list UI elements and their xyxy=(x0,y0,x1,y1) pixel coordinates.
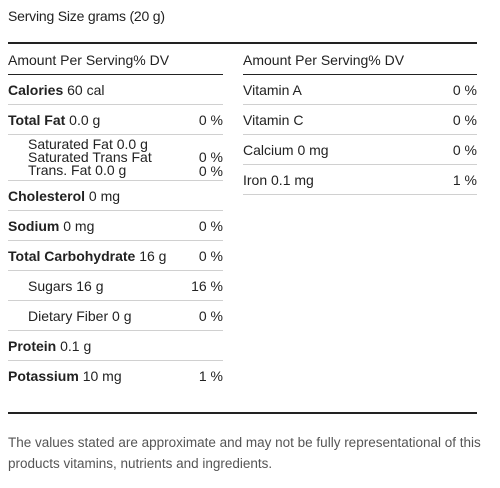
nutrient-name: Dietary Fiber 0 g xyxy=(28,307,132,324)
nutrient-dv: 0 % xyxy=(452,81,477,98)
nutrient-dv: 0 % xyxy=(452,111,477,128)
nutrient-name: Iron 0.1 mg xyxy=(243,171,314,188)
nutrient-row-total-carbohydrate: Total Carbohydrate 16 g 0 % xyxy=(8,241,223,271)
top-divider xyxy=(8,42,477,44)
nutrient-dv: 1 % xyxy=(198,368,223,384)
nutrient-dv: 16 % xyxy=(191,277,223,294)
nutrient-name: Potassium xyxy=(8,368,79,384)
nutrient-row-protein: Protein 0.1 g xyxy=(8,331,223,361)
nutrient-name: Total Carbohydrate xyxy=(8,247,136,264)
nutrient-name: Sodium xyxy=(8,217,60,234)
nutrient-name: Vitamin A xyxy=(243,81,302,98)
nutrient-row-sodium: Sodium 0 mg 0 % xyxy=(8,211,223,241)
nutrient-amount: 0 mg xyxy=(59,217,95,234)
nutrient-row-iron: Iron 0.1 mg 1 % xyxy=(243,165,477,195)
nutrient-name: Vitamin C xyxy=(243,111,304,128)
nutrient-name: Protein xyxy=(8,337,57,354)
nutrient-dv: 0 % xyxy=(198,247,223,264)
nutrient-row-vitamin-c: Vitamin C 0 % xyxy=(243,105,477,135)
nutrient-amount: 0.1 g xyxy=(56,337,92,354)
serving-size: Serving Size grams (20 g) xyxy=(8,8,165,24)
nutrient-name: Calcium 0 mg xyxy=(243,141,329,158)
nutrient-name: Sugars 16 g xyxy=(28,277,104,294)
nutrient-row-vitamin-a: Vitamin A 0 % xyxy=(243,75,477,105)
nutrient-dv: 0 % xyxy=(198,111,223,128)
nutrient-name: Total Fat xyxy=(8,111,66,128)
saturated-fat-label: Saturated Fat 0.0 g xyxy=(28,136,148,152)
right-column-header: Amount Per Serving% DV xyxy=(243,44,477,75)
saturated-trans-fat-dv: 0 % xyxy=(198,148,223,165)
nutrient-dv: 0 % xyxy=(198,307,223,324)
left-column-header: Amount Per Serving% DV xyxy=(8,44,223,75)
nutrient-dv: 0 % xyxy=(198,217,223,234)
nutrient-row-calories: Calories 60 cal xyxy=(8,75,223,105)
nutrient-amount: 0 mg xyxy=(85,187,121,204)
disclaimer-text: The values stated are approximate and ma… xyxy=(8,435,481,471)
nutrient-row-sugars: Sugars 16 g 16 % xyxy=(8,271,223,301)
right-nutrient-column: Amount Per Serving% DV Vitamin A 0 % Vit… xyxy=(243,44,477,195)
bottom-divider xyxy=(8,412,477,414)
trans-fat-dv: 0 % xyxy=(198,162,223,179)
nutrient-dv: 1 % xyxy=(452,171,477,188)
nutrient-row-total-fat: Total Fat 0.0 g 0 % xyxy=(8,105,223,135)
nutrient-amount: 16 g xyxy=(135,247,167,264)
nutrient-row-calcium: Calcium 0 mg 0 % xyxy=(243,135,477,165)
nutrient-amount: 0.0 g xyxy=(65,111,101,128)
nutrient-row-saturated-fat: Saturated Fat 0.0 g Saturated Trans Fat … xyxy=(8,135,223,181)
left-nutrient-column: Amount Per Serving% DV Calories 60 cal T… xyxy=(8,44,223,391)
nutrient-name: Calories xyxy=(8,81,64,98)
nutrient-row-cholesterol: Cholesterol 0 mg xyxy=(8,181,223,211)
nutrient-amount: 60 cal xyxy=(63,81,105,98)
nutrient-name: Cholesterol xyxy=(8,187,86,204)
saturated-trans-fat-label: Saturated Trans Fat xyxy=(28,149,152,165)
nutrient-dv: 0 % xyxy=(452,141,477,158)
nutrient-row-dietary-fiber: Dietary Fiber 0 g 0 % xyxy=(8,301,223,331)
nutrient-row-potassium: Potassium 10 mg 1 % xyxy=(8,361,223,391)
trans-fat-label: Trans. Fat 0.0 g xyxy=(28,162,127,178)
nutrient-amount: 10 mg xyxy=(78,368,122,384)
